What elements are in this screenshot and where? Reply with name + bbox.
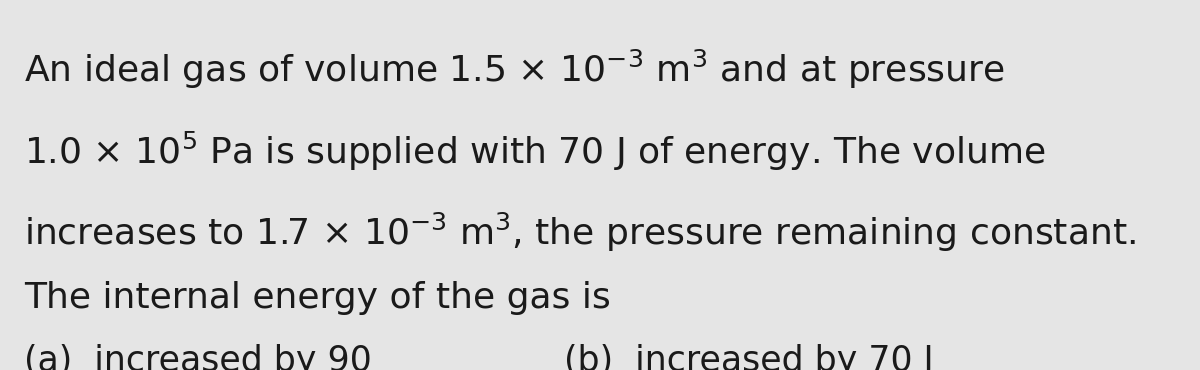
Text: The internal energy of the gas is: The internal energy of the gas is [24, 281, 611, 315]
Text: (a)  increased by 90: (a) increased by 90 [24, 344, 372, 370]
Text: (b)  increased by 70 J: (b) increased by 70 J [564, 344, 934, 370]
Text: 1.0 $\times$ 10$^{5}$ Pa is supplied with 70 J of energy. The volume: 1.0 $\times$ 10$^{5}$ Pa is supplied wit… [24, 130, 1045, 173]
Text: increases to 1.7 $\times$ 10$^{-3}$ m$^{3}$, the pressure remaining constant.: increases to 1.7 $\times$ 10$^{-3}$ m$^{… [24, 211, 1136, 254]
Text: An ideal gas of volume 1.5 $\times$ 10$^{-3}$ m$^{3}$ and at pressure: An ideal gas of volume 1.5 $\times$ 10$^… [24, 48, 1004, 91]
